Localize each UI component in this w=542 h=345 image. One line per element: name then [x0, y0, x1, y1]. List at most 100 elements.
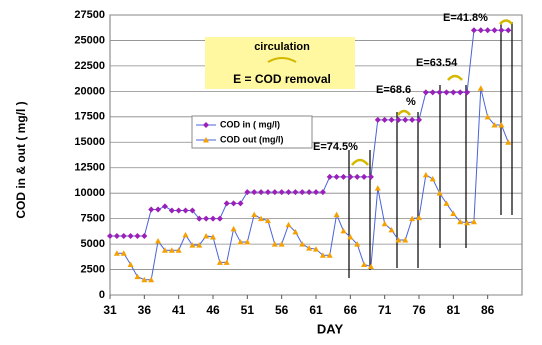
data-point	[484, 113, 491, 120]
legend-marker	[203, 122, 209, 128]
data-point	[484, 27, 491, 34]
data-point	[443, 89, 450, 96]
data-point	[464, 89, 471, 96]
note-box	[205, 37, 355, 89]
data-point	[292, 228, 299, 235]
data-point	[354, 173, 361, 180]
data-point	[182, 231, 189, 238]
data-point	[189, 207, 196, 214]
data-point	[491, 121, 498, 128]
data-point	[477, 85, 484, 91]
data-point	[292, 189, 299, 196]
y-tick-label: 20000	[74, 85, 105, 97]
x-tick-label: 66	[344, 303, 358, 317]
data-point	[161, 247, 168, 253]
data-point	[422, 171, 429, 178]
data-point	[361, 173, 368, 180]
data-point	[470, 27, 477, 34]
data-point	[203, 232, 210, 239]
x-axis-label: DAY	[317, 321, 344, 336]
data-point	[264, 189, 271, 196]
x-tick-label: 31	[103, 303, 117, 317]
y-tick-label: 25000	[74, 34, 105, 46]
data-point	[203, 215, 210, 222]
data-point	[395, 116, 402, 123]
arrow-icon	[267, 57, 297, 63]
data-point	[381, 116, 388, 123]
data-point	[374, 116, 381, 123]
data-point	[271, 189, 278, 196]
data-point	[306, 245, 313, 251]
data-point	[402, 237, 409, 243]
data-point	[168, 207, 175, 214]
data-point	[285, 221, 292, 228]
annotation: E=41.8%	[443, 12, 488, 24]
y-tick-label: 27500	[74, 9, 105, 21]
legend-label: COD out (mg/l)	[220, 134, 284, 144]
data-point	[223, 200, 230, 207]
y-tick-label: 12500	[74, 162, 105, 174]
data-point	[429, 89, 436, 96]
data-point	[409, 116, 416, 123]
data-point	[505, 27, 512, 34]
x-tick-label: 56	[275, 303, 289, 317]
data-point	[498, 121, 505, 128]
data-point	[505, 139, 512, 145]
data-point	[491, 27, 498, 34]
data-point	[155, 206, 162, 213]
annotation: E=63.54	[416, 57, 458, 69]
data-point	[155, 238, 162, 244]
data-point	[374, 185, 381, 191]
data-point	[367, 263, 374, 269]
data-point	[498, 27, 505, 34]
data-point	[429, 175, 436, 182]
annotation: E=68.6	[376, 84, 411, 96]
y-axis-label: COD in & out ( mg/l )	[14, 101, 28, 218]
data-point	[107, 232, 113, 239]
data-point	[210, 215, 216, 222]
data-point	[299, 241, 306, 247]
data-point	[388, 226, 395, 233]
x-tick-label: 81	[447, 303, 461, 317]
data-point	[127, 232, 134, 239]
data-point	[161, 203, 168, 210]
data-point	[464, 219, 471, 226]
note-text: circulation	[254, 41, 310, 53]
y-tick-label: 22500	[74, 60, 105, 72]
data-point	[395, 237, 402, 243]
data-point	[230, 225, 237, 232]
data-point	[120, 250, 127, 256]
data-point	[258, 189, 265, 196]
data-point	[443, 200, 450, 206]
data-point	[216, 259, 223, 265]
data-point	[313, 246, 319, 252]
data-point	[230, 200, 237, 207]
legend-label: COD in ( mg/l)	[220, 119, 280, 129]
data-point	[313, 189, 319, 196]
data-point	[237, 239, 244, 245]
annotation: %	[406, 96, 416, 108]
data-point	[278, 189, 285, 196]
data-point	[354, 241, 361, 247]
data-point	[258, 215, 265, 222]
data-point	[134, 232, 141, 239]
data-point	[409, 215, 416, 222]
legend-marker	[203, 137, 209, 143]
data-point	[450, 210, 457, 217]
data-point	[436, 190, 443, 196]
data-point	[436, 89, 443, 96]
data-point	[457, 218, 464, 225]
data-point	[402, 116, 409, 123]
y-tick-label: 5000	[81, 238, 105, 250]
y-tick-label: 7500	[81, 213, 105, 225]
x-tick-label: 41	[172, 303, 186, 317]
data-point	[196, 242, 203, 248]
y-tick-label: 17500	[74, 111, 105, 123]
data-point	[148, 276, 155, 283]
data-point	[189, 242, 196, 248]
data-point	[148, 206, 155, 213]
legend-box	[191, 115, 313, 149]
x-tick-label: 71	[378, 303, 392, 317]
data-point	[367, 173, 374, 180]
data-point	[120, 232, 127, 239]
